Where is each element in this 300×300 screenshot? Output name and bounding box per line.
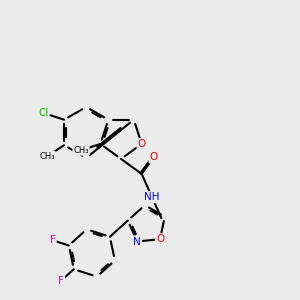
Text: O: O [138,139,146,149]
Text: O: O [156,234,164,244]
Text: F: F [58,275,64,286]
Text: N: N [133,236,141,247]
Text: F: F [50,235,56,245]
Text: Cl: Cl [38,108,49,118]
Text: CH₃: CH₃ [39,152,55,161]
Text: O: O [149,152,158,162]
Text: CH₃: CH₃ [73,146,89,155]
Text: NH: NH [144,192,160,202]
